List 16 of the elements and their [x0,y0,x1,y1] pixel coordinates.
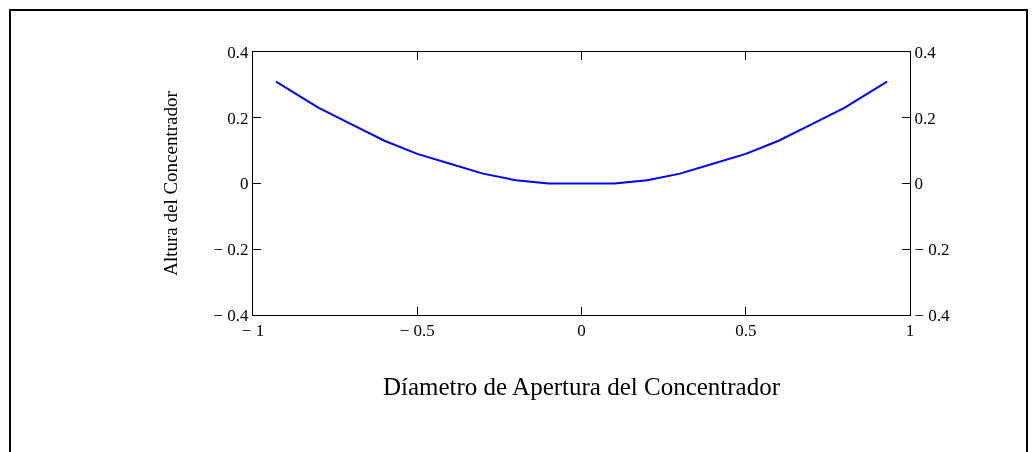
x-tick-label: 0 [577,321,586,341]
y-tick-label: 0.4 [227,42,250,62]
y-axis-title: Altura del Concentrador [160,90,182,276]
y-tick-label: − 0.2 [213,240,249,260]
y-tick-label: 0 [240,174,249,194]
x-tick-label: 1 [905,321,915,341]
y2-tick-label: 0.2 [914,108,936,128]
y2-tick-label: − 0.2 [914,240,950,260]
x-axis-title: Díametro de Apertura del Concentrador [382,373,781,401]
y2-tick-label: − 0.4 [914,305,950,325]
x-tick-label: − 0.5 [399,321,435,341]
line-series [275,80,889,185]
y2-tick-label: 0 [914,174,923,194]
y2-tick-label: 0.4 [914,42,937,62]
y-tick-label: 0.2 [227,108,249,128]
x-tick-label: 0.5 [735,321,757,341]
